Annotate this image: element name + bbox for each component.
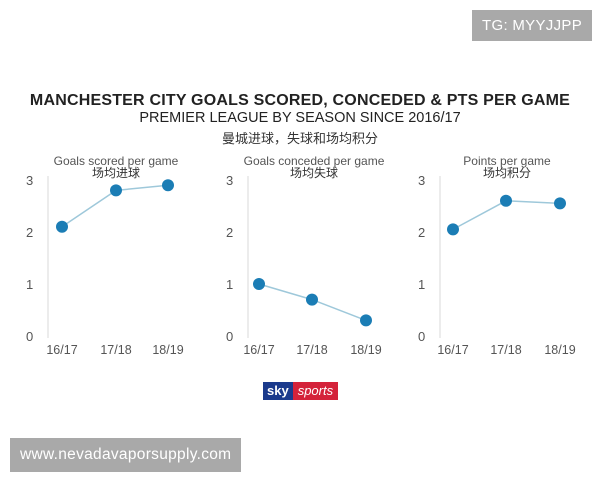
panel-title: Points per game [463,154,551,168]
data-point [500,194,512,207]
y-tick-label: 0 [418,329,425,344]
chart-title: MANCHESTER CITY GOALS SCORED, CONCEDED &… [29,92,571,109]
y-tick-label: 2 [226,225,233,240]
panel-title-cn: 场均进球 [92,166,140,180]
panel-title: Goals conceded per game [244,154,385,168]
data-point [306,293,318,306]
tg-badge: TG: MYYJJPP [472,10,592,41]
y-tick-label: 3 [26,173,33,188]
y-tick-label: 2 [418,225,425,240]
chart-subtitle-cn: 曼城进球，失球和场均积分 [221,131,378,146]
logo-sports: sports [292,382,339,400]
x-tick-label: 18/19 [544,343,575,357]
data-point [447,223,459,236]
y-tick-label: 1 [26,277,33,292]
y-tick-label: 1 [418,277,425,292]
logo-sky: sky [263,382,293,400]
x-tick-label: 17/18 [296,343,327,357]
data-point [253,278,265,290]
y-tick-label: 1 [226,277,233,292]
watermark: www.nevadavaporsupply.com [10,438,242,472]
data-point [56,220,68,233]
x-tick-label: 18/19 [350,343,381,357]
panel-title: Goals scored per game [54,154,179,168]
y-tick-label: 2 [26,225,33,240]
sky-sports-logo: sky sports [263,382,339,400]
x-tick-label: 16/17 [243,343,274,357]
x-tick-label: 16/17 [46,343,77,357]
y-tick-label: 0 [26,329,33,344]
x-tick-label: 17/18 [490,343,521,357]
x-tick-label: 16/17 [437,343,468,357]
data-point [110,184,122,197]
y-tick-label: 3 [226,173,233,188]
y-tick-label: 0 [226,329,233,344]
data-point [162,179,174,192]
data-point [360,314,372,327]
panel-title-cn: 场均失球 [290,165,338,180]
panel-title-cn: 场均积分 [483,166,531,180]
x-tick-label: 18/19 [152,343,183,357]
y-tick-label: 3 [418,173,425,188]
chart-subtitle: PREMIER LEAGUE BY SEASON SINCE 2016/17 [139,110,461,126]
x-tick-label: 17/18 [100,343,131,357]
data-point [554,197,566,210]
